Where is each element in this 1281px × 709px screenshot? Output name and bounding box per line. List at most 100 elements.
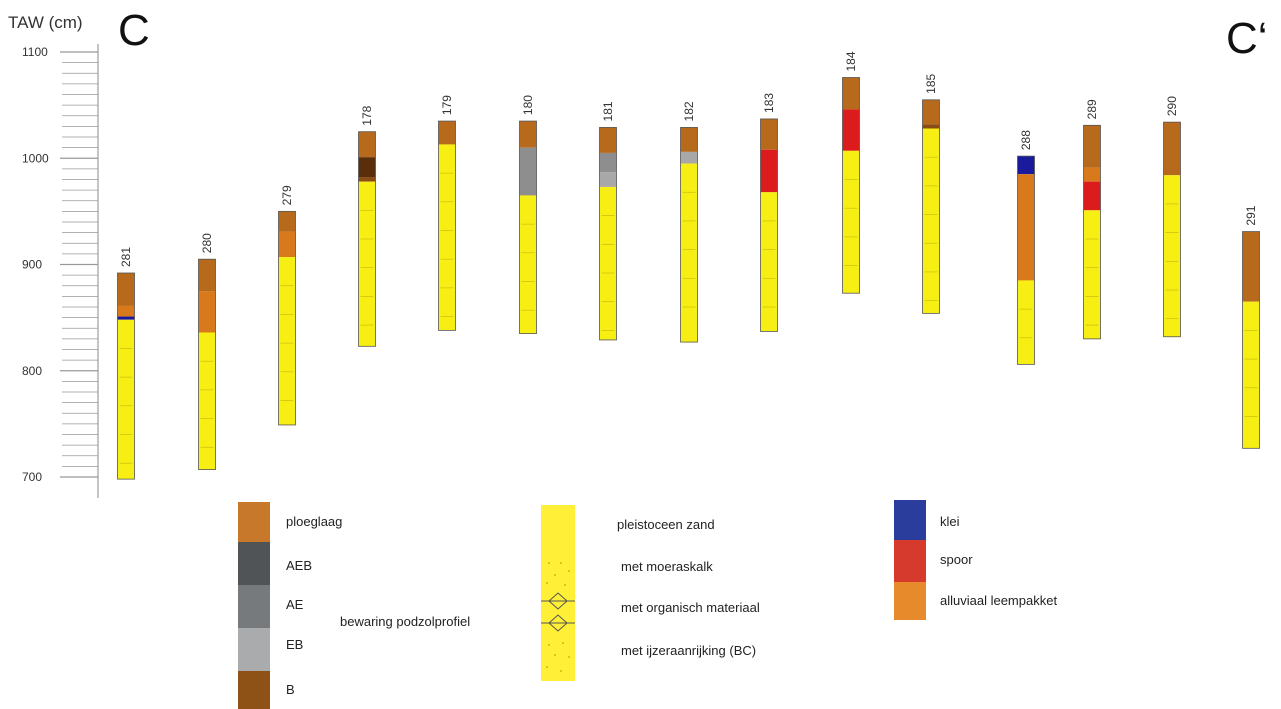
borehole-id-label: 180	[521, 95, 535, 115]
borehole-id-label: 178	[360, 105, 374, 125]
layer-ploeglaag	[1242, 231, 1260, 302]
axis-tick-labels: 1100 1000 900 800 700	[22, 45, 49, 484]
borehole-id-label: 179	[440, 95, 454, 115]
layer-pleistoceen	[922, 128, 940, 314]
layer-pleistoceen	[760, 192, 778, 332]
layer-pleistoceen	[278, 257, 296, 425]
legend-swatch-spoor	[894, 540, 926, 582]
legend-swatch-ploeglaag	[238, 502, 270, 542]
layer-B	[922, 124, 940, 129]
legend-swatch-aeb	[238, 542, 270, 585]
legend-label-klei: klei	[940, 514, 960, 529]
borehole-183: 183	[760, 93, 778, 332]
axis-tick-label: 700	[22, 470, 42, 484]
axis-tick-label: 900	[22, 258, 42, 272]
layer-pleistoceen	[519, 195, 537, 334]
depth-axis: 1100 1000 900 800 700	[22, 44, 99, 498]
layer-alluviaal	[117, 305, 135, 317]
borehole-outline	[1083, 124, 1101, 340]
legend-swatch-ae	[238, 585, 270, 628]
legend-label-organisch: met organisch materiaal	[621, 600, 760, 615]
boreholes: 281 280 279 178 179 180 181 182 183 184 185 288 289 2…	[117, 51, 1260, 480]
borehole-outline	[760, 118, 778, 332]
layer-pleistoceen	[1163, 175, 1181, 337]
borehole-291: 291	[1242, 205, 1260, 449]
layer-alluviaal	[1083, 167, 1101, 182]
borehole-outline	[842, 77, 860, 294]
legend-swatch-eb	[238, 628, 270, 671]
legend-swatch-alluviaal	[894, 582, 926, 620]
layer-spoor	[1083, 181, 1101, 211]
layer-pleistoceen	[1017, 280, 1035, 365]
layer-ploeglaag	[842, 77, 860, 110]
axis-tick-label: 800	[22, 364, 42, 378]
layer-alluviaal	[278, 231, 296, 258]
layer-ploeglaag	[117, 273, 135, 306]
layer-spoor	[760, 149, 778, 193]
borehole-outline	[1163, 121, 1181, 338]
layer-pleistoceen	[842, 150, 860, 294]
borehole-288: 288	[1017, 130, 1035, 365]
legend-label-spoor: spoor	[940, 552, 973, 567]
legend-swatch-b	[238, 671, 270, 709]
section-start-label: C	[118, 6, 150, 55]
borehole-id-label: 181	[601, 101, 615, 121]
borehole-290: 290	[1163, 96, 1181, 338]
legend-label-ijzer: met ijzeraanrijking (BC)	[621, 643, 757, 658]
legend-label-eb: EB	[286, 637, 304, 652]
layer-ploeglaag	[760, 118, 778, 150]
layer-pleistoceen	[1242, 301, 1260, 449]
layer-ploeglaag	[198, 259, 216, 292]
layer-pleistoceen	[599, 186, 617, 340]
borehole-280: 280	[198, 233, 216, 470]
layer-alluviaal	[198, 291, 216, 333]
layer-pleistoceen	[198, 332, 216, 470]
borehole-outline	[1017, 155, 1035, 365]
layer-ploeglaag	[680, 127, 698, 152]
axis-tick-label: 1000	[22, 151, 49, 165]
borehole-outline	[198, 258, 216, 470]
layer-AEB	[358, 157, 376, 178]
layer-alluviaal	[1017, 174, 1035, 281]
layer-ploeglaag	[1083, 125, 1101, 168]
layer-AE	[599, 152, 617, 173]
legend-label-zand: pleistoceen zand	[617, 517, 715, 532]
borehole-181: 181	[599, 101, 617, 341]
layer-ploeglaag	[1163, 122, 1181, 176]
borehole-id-label: 290	[1165, 96, 1179, 116]
layer-ploeglaag	[599, 127, 617, 153]
layer-pleistoceen	[680, 163, 698, 343]
borehole-outline	[278, 210, 296, 426]
layer-pleistoceen	[1083, 210, 1101, 339]
borehole-182: 182	[680, 101, 698, 343]
axis-ticks	[60, 51, 98, 478]
borehole-281: 281	[117, 247, 135, 480]
layer-ploeglaag	[922, 99, 940, 125]
borehole-outline	[1242, 231, 1260, 449]
borehole-outline	[519, 120, 537, 334]
legend-swatch-klei	[894, 500, 926, 540]
borehole-outline	[358, 131, 376, 347]
layer-pleistoceen	[438, 144, 456, 331]
borehole-180: 180	[519, 95, 537, 334]
borehole-179: 179	[438, 95, 456, 331]
borehole-178: 178	[358, 105, 376, 347]
borehole-id-label: 279	[280, 185, 294, 205]
borehole-id-label: 185	[924, 73, 938, 93]
borehole-id-label: 280	[200, 233, 214, 253]
axis-title: TAW (cm)	[8, 13, 83, 32]
legend-label-b: B	[286, 682, 295, 697]
layer-B	[358, 177, 376, 182]
borehole-279: 279	[278, 185, 296, 426]
layer-ploeglaag	[278, 211, 296, 232]
borehole-185: 185	[922, 73, 940, 314]
borehole-id-label: 184	[844, 51, 858, 71]
legend-label-aeb: AEB	[286, 558, 313, 573]
borehole-id-label: 183	[762, 93, 776, 113]
layer-klei	[1017, 156, 1035, 175]
legend-label-moeraskalk: met moeraskalk	[621, 559, 713, 574]
layer-spoor	[842, 109, 860, 151]
legend-swatch-zand	[541, 505, 575, 681]
borehole-id-label: 182	[682, 101, 696, 121]
